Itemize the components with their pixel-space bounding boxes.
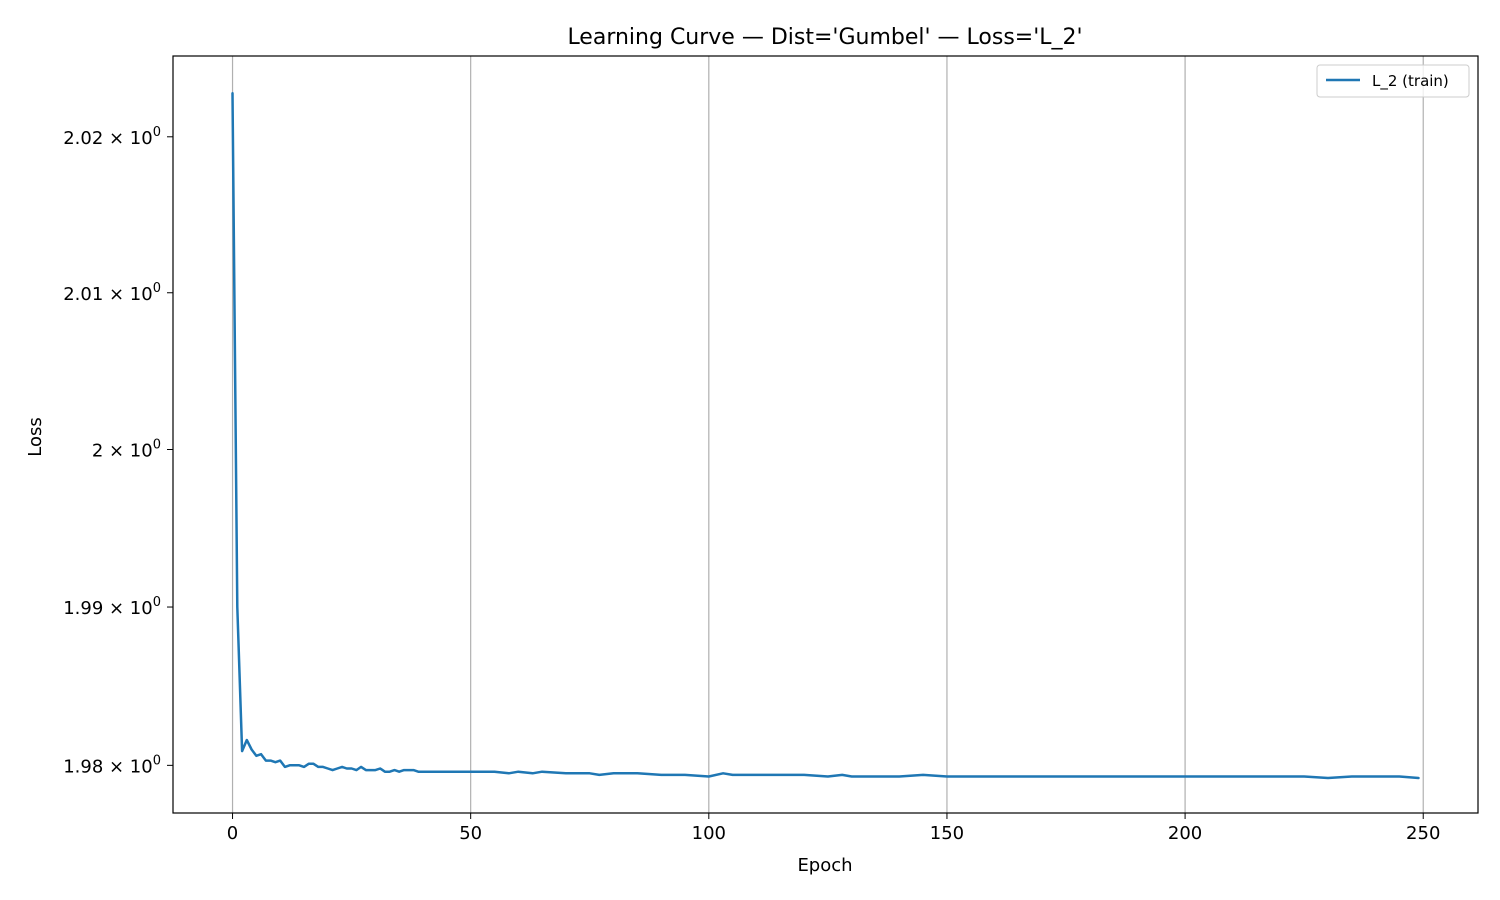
- x-tick-label: 150: [930, 823, 964, 844]
- x-tick-label: 200: [1168, 823, 1202, 844]
- legend-box: [1316, 64, 1470, 98]
- chart-title: Learning Curve — Dist='Gumbel' — Loss='L…: [567, 25, 1082, 50]
- plot-area: [173, 56, 1478, 813]
- x-tick-label: 50: [459, 823, 482, 844]
- legend-label: L_2 (train): [1372, 72, 1449, 91]
- series-line-l2-train: [231, 92, 1420, 780]
- y-tick-label: 1.98 × 100: [63, 753, 161, 777]
- y-tick-label: 2 × 100: [92, 438, 161, 462]
- x-tick-label: 100: [692, 823, 726, 844]
- x-axis-label: Epoch: [797, 855, 852, 876]
- series-layer: [231, 92, 1420, 780]
- x-axis-ticks: 0 50 100 150 200 250: [227, 813, 1440, 844]
- y-tick-label: 1.99 × 100: [63, 595, 161, 619]
- y-tick-label: 2.01 × 100: [63, 281, 161, 305]
- x-tick-label: 0: [227, 823, 238, 844]
- y-tick-label: 2.02 × 100: [63, 125, 161, 149]
- legend: L_2 (train): [1316, 64, 1470, 98]
- x-tick-label: 250: [1406, 823, 1440, 844]
- y-axis-label: Loss: [25, 417, 46, 456]
- plot-frame: [172, 55, 1479, 814]
- y-axis-ticks: 1.98 × 100 1.99 × 100 2 × 100 2.01 × 100 2.0…: [63, 125, 173, 777]
